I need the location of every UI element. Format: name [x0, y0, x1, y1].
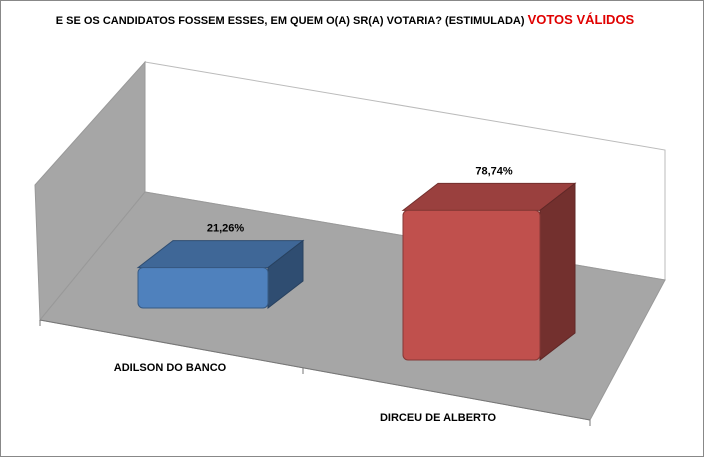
- chart-title: E SE OS CANDIDATOS FOSSEM ESSES, EM QUEM…: [56, 12, 635, 27]
- bar-side: [539, 182, 576, 362]
- title-text: E SE OS CANDIDATOS FOSSEM ESSES, EM QUEM…: [56, 15, 525, 27]
- data-label: 78,74%: [475, 165, 513, 177]
- axis-line: [39, 319, 591, 421]
- category-label: DIRCEU DE ALBERTO: [380, 412, 497, 424]
- bar: [402, 209, 541, 361]
- data-label: 21,26%: [207, 223, 245, 235]
- title-highlight: VOTOS VÁLIDOS: [528, 12, 635, 27]
- category-label: ADILSON DO BANCO: [114, 362, 227, 374]
- bar: [137, 267, 269, 309]
